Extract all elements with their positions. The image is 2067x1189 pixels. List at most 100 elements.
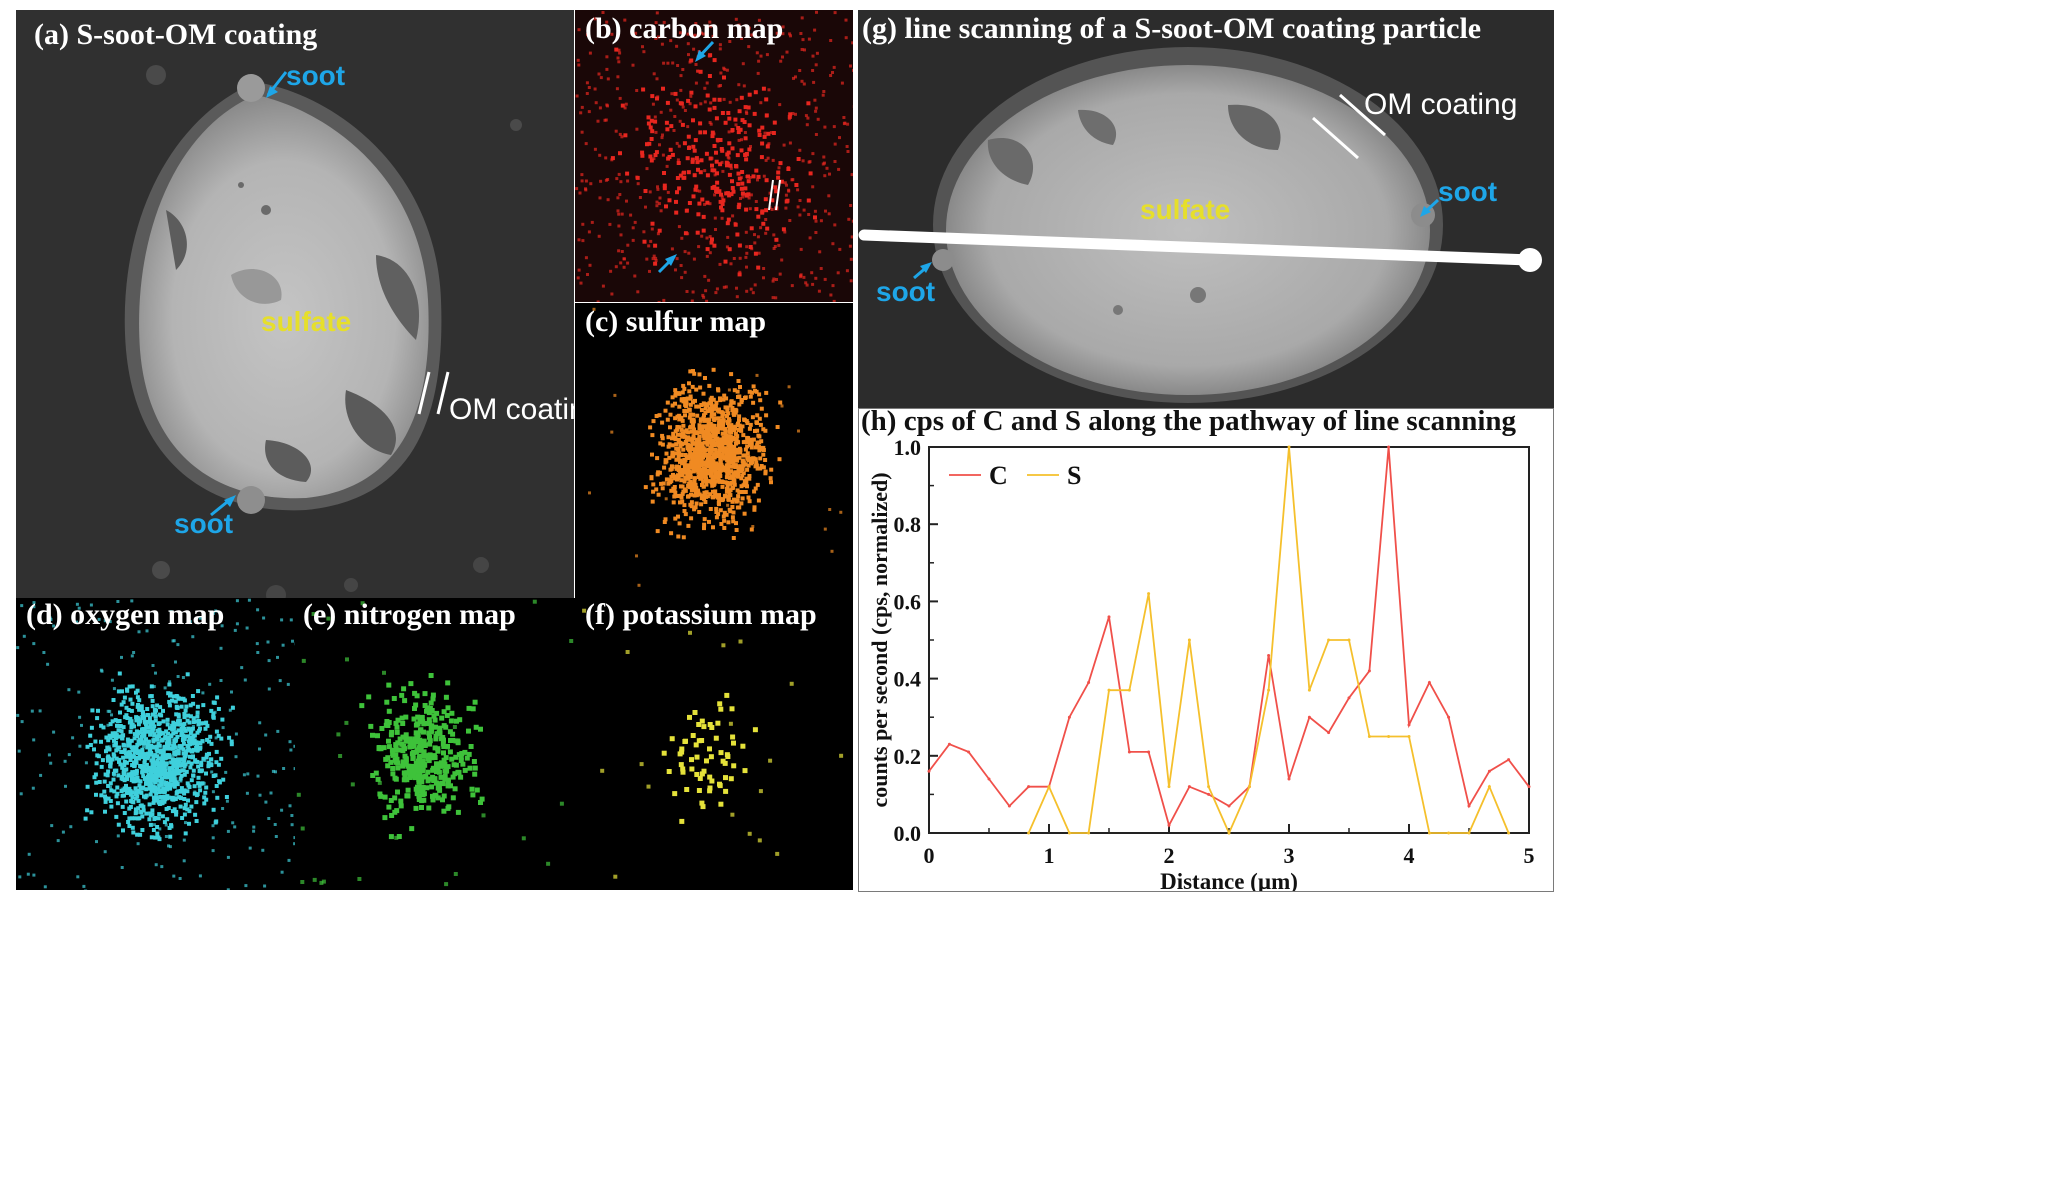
sulfur-signal-dot	[702, 436, 707, 441]
sulfur-signal-dot	[713, 479, 718, 484]
oxygen-signal-dot	[120, 793, 125, 798]
data-point-C	[1207, 792, 1211, 796]
sulfur-signal-dot	[745, 456, 750, 461]
carbon-signal-dot	[624, 102, 628, 106]
nitrogen-signal-dot	[394, 729, 400, 735]
carbon-signal-dot	[712, 97, 717, 102]
sulfur-signal-dot	[702, 440, 707, 445]
sulfur-signal-dot	[715, 430, 720, 434]
oxygen-signal-dot	[149, 684, 154, 689]
sulfur-signal-dot	[705, 442, 710, 447]
sulfur-signal-dot	[718, 508, 723, 513]
sulfur-signal-dot	[722, 441, 727, 446]
oxygen-signal-dot	[67, 688, 71, 692]
carbon-signal-dot	[829, 293, 833, 297]
sulfur-signal-dot	[756, 498, 761, 503]
sulfur-signal-dot	[680, 491, 685, 496]
sulfur-signal-dot	[660, 420, 665, 425]
carbon-signal-dot	[652, 72, 656, 76]
potassium-signal-dot	[679, 746, 685, 752]
carbon-signal-dot	[675, 44, 679, 48]
carbon-signal-dot	[648, 269, 651, 273]
sulfur-signal-dot	[747, 389, 752, 394]
nitrogen-signal-dot	[407, 770, 413, 775]
sulfur-signal-dot	[694, 501, 699, 506]
oxygen-signal-dot	[214, 729, 219, 734]
oxygen-signal-dot	[226, 888, 230, 890]
carbon-signal-dot	[673, 115, 677, 118]
sulfur-signal-dot	[683, 429, 688, 434]
oxygen-signal-dot	[147, 786, 152, 791]
oxygen-signal-dot	[181, 738, 185, 743]
oxygen-signal-dot	[197, 740, 201, 744]
oxygen-signal-dot	[159, 713, 164, 718]
sulfur-signal-dot	[677, 521, 682, 526]
sulfur-signal-dot	[761, 452, 766, 457]
carbon-signal-dot	[764, 218, 768, 221]
carbon-signal-dot	[739, 186, 744, 191]
carbon-signal-dot	[814, 106, 818, 110]
oxygen-signal-dot	[117, 728, 122, 733]
oxygen-signal-dot	[130, 763, 135, 768]
carbon-signal-dot	[718, 262, 722, 266]
carbon-signal-dot	[787, 117, 791, 121]
potassium-signal-dot	[684, 787, 690, 792]
carbon-signal-dot	[754, 207, 759, 212]
carbon-signal-dot	[655, 204, 659, 208]
oxygen-signal-dot	[196, 719, 200, 723]
oxygen-signal-dot	[110, 678, 114, 682]
sulfur-signal-dot	[711, 397, 716, 402]
panel-a-tem-image: (a) S-soot-OM coating soot soot sulfate …	[16, 10, 574, 598]
oxygen-signal-dot	[193, 812, 198, 817]
oxygen-signal-dot	[195, 748, 200, 753]
oxygen-signal-dot	[122, 748, 127, 753]
oxygen-signal-dot	[134, 768, 139, 773]
nitrogen-signal-dot	[407, 739, 413, 744]
arrow-head	[695, 50, 706, 62]
nitrogen-signal-dot	[412, 769, 418, 775]
carbon-signal-dot	[647, 141, 652, 146]
oxygen-signal-dot	[181, 747, 186, 752]
carbon-signal-dot	[756, 174, 761, 179]
carbon-signal-dot	[737, 243, 742, 248]
oxygen-signal-dot	[166, 781, 171, 786]
oxygen-signal-dot	[225, 799, 229, 803]
panel-g-label: (g) line scanning of a S-soot-OM coating…	[862, 12, 1482, 45]
oxygen-signal-dot	[126, 708, 131, 712]
nitrogen-signal-dot	[472, 765, 478, 771]
sulfur-signal-dot	[683, 470, 688, 475]
sulfur-signal-dot	[680, 418, 685, 423]
nitrogen-signal-dot	[430, 793, 435, 799]
nitrogen-signal-dot	[569, 639, 574, 643]
carbon-signal-dot	[748, 245, 753, 249]
sulfur-signal-dot	[722, 438, 727, 443]
panel-e-nitrogen-map: (e) nitrogen map	[295, 598, 575, 890]
oxygen-signal-dot	[61, 830, 65, 834]
carbon-signal-dot	[660, 42, 664, 46]
data-point-C	[1527, 785, 1531, 789]
carbon-signal-dot	[634, 31, 638, 35]
series-line-C	[928, 446, 1530, 828]
nitrogen-signal-dot	[413, 760, 419, 766]
oxygen-signal-dot	[124, 705, 129, 710]
data-point-C	[1447, 715, 1451, 719]
nitrogen-signal-dot	[453, 872, 458, 876]
sulfur-signal-dot	[748, 422, 753, 427]
oxygen-signal-dot	[107, 747, 112, 752]
oxygen-signal-dot	[242, 773, 246, 777]
sulfur-signal-dot	[731, 519, 736, 524]
sulfur-signal-dot	[750, 415, 755, 420]
sulfate-core	[946, 65, 1430, 395]
carbon-signal-dot	[649, 137, 654, 141]
nitrogen-signal-dot	[426, 730, 432, 736]
carbon-signal-dot	[674, 210, 679, 215]
oxygen-signal-dot	[179, 704, 184, 709]
oxygen-signal-dot	[214, 736, 218, 740]
oxygen-signal-dot	[129, 708, 134, 713]
oxygen-signal-dot	[244, 884, 248, 888]
sulfur-signal-dot	[737, 505, 742, 510]
nitrogen-signal-dot	[456, 752, 462, 758]
carbon-signal-dot	[641, 45, 644, 49]
nitrogen-signal-dot	[439, 715, 445, 721]
carbon-signal-dot	[608, 222, 612, 226]
